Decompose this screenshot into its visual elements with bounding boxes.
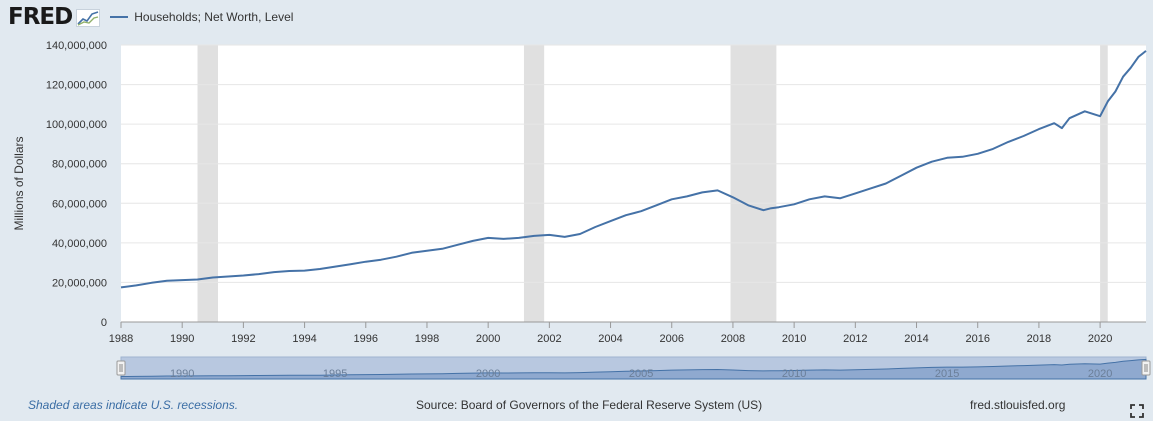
recession-band — [1100, 45, 1108, 322]
x-tick-label: 2006 — [660, 333, 684, 345]
x-tick-label: 2012 — [843, 333, 867, 345]
navigator-tick-label: 1995 — [323, 368, 347, 380]
y-axis-label: Millions of Dollars — [12, 136, 26, 230]
y-tick-label: 100,000,000 — [46, 119, 107, 131]
y-tick-label: 40,000,000 — [52, 238, 107, 250]
site-link[interactable]: fred.stlouisfed.org — [970, 398, 1066, 412]
x-tick-label: 2018 — [1027, 333, 1051, 345]
line-chart: 0 20,000,000 40,000,000 60,000,000 80,000,00… — [12, 40, 1151, 380]
legend-label: Households; Net Worth, Level — [134, 10, 294, 24]
series-line — [120, 50, 1147, 289]
legend-swatch — [110, 16, 129, 18]
navigator-series — [120, 358, 1147, 380]
x-tick-label: 2002 — [537, 333, 561, 345]
x-tick-label: 1992 — [231, 333, 255, 345]
y-tick-label: 120,000,000 — [46, 80, 107, 92]
recession-band — [730, 45, 777, 322]
chart-legend: Households; Net Worth, Level — [110, 10, 293, 24]
x-tick-label: 1994 — [292, 333, 316, 345]
x-tick-label: 1998 — [415, 333, 439, 345]
source-credit: Source: Board of Governors of the Federa… — [416, 398, 763, 412]
navigator-tick-label: 2020 — [1088, 368, 1112, 380]
navigator-tick-label: 2005 — [629, 368, 653, 380]
x-tick-label: 1990 — [170, 333, 194, 345]
y-tick-label: 0 — [101, 317, 107, 329]
navigator-handle[interactable] — [116, 360, 126, 376]
x-tick-label: 2020 — [1088, 333, 1112, 345]
navigator-tick-label: 1990 — [170, 368, 194, 380]
x-tick-label: 2016 — [965, 333, 989, 345]
fullscreen-icon[interactable] — [1130, 404, 1144, 418]
y-tick-label: 80,000,000 — [52, 159, 107, 171]
x-tick-label: 2000 — [476, 333, 500, 345]
navigator-tick-label: 2015 — [935, 368, 959, 380]
y-tick-label: 60,000,000 — [52, 198, 107, 210]
x-tick-label: 1988 — [109, 333, 133, 345]
y-tick-label: 20,000,000 — [52, 277, 107, 289]
navigator-tick-label: 2000 — [476, 368, 500, 380]
recession-note: Shaded areas indicate U.S. recessions. — [28, 398, 239, 412]
navigator-tick-label: 2010 — [782, 368, 806, 380]
x-tick-label: 2010 — [782, 333, 806, 345]
x-tick-label: 2014 — [904, 333, 928, 345]
x-tick-label: 1996 — [354, 333, 378, 345]
x-tick-label: 2008 — [721, 333, 745, 345]
navigator-handle[interactable] — [1141, 360, 1151, 376]
trend-graph-icon — [76, 9, 101, 27]
chart-header: FRED Households; Net Worth, Level — [8, 4, 293, 30]
x-tick-label: 2004 — [598, 333, 622, 345]
y-tick-label: 140,000,000 — [46, 40, 107, 52]
plot-area — [121, 45, 1146, 322]
recession-band — [197, 45, 218, 322]
fred-logo[interactable]: FRED — [8, 4, 73, 30]
recession-band — [523, 45, 545, 322]
